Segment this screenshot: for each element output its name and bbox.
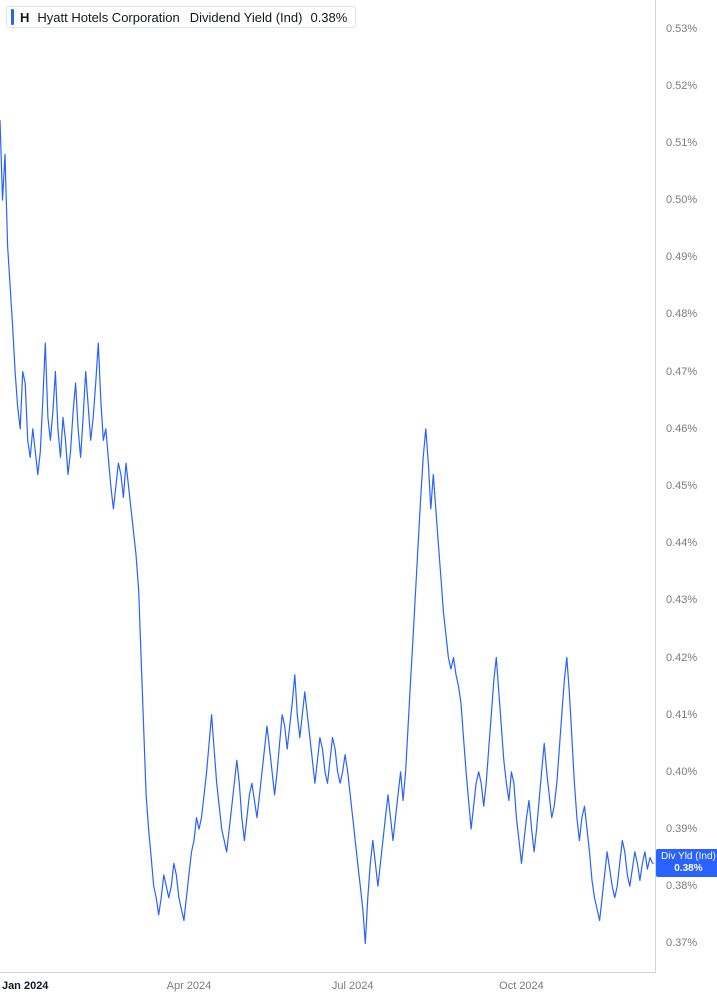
legend-ticker: H	[20, 10, 29, 25]
y-tick-label: 0.42%	[666, 652, 697, 664]
legend-metric: Dividend Yield (Ind)	[190, 10, 303, 25]
chart-svg	[0, 0, 655, 972]
chart-plot-area[interactable]	[0, 0, 656, 973]
x-tick-label: Jan 2024	[2, 980, 48, 992]
y-tick-label: 0.46%	[666, 423, 697, 435]
legend-current-value: 0.38%	[310, 10, 347, 25]
x-tick-label: Apr 2024	[167, 980, 212, 992]
y-tick-label: 0.39%	[666, 823, 697, 835]
y-tick-label: 0.38%	[666, 880, 697, 892]
current-value-tag-value: 0.38%	[661, 863, 716, 875]
y-tick-label: 0.37%	[666, 937, 697, 949]
y-tick-label: 0.49%	[666, 251, 697, 263]
current-value-tag: Div Yld (Ind) 0.38%	[656, 849, 717, 877]
x-axis-labels: Jan 2024 Apr 2024 Jul 2024 Oct 2024	[0, 976, 655, 1004]
y-tick-label: 0.45%	[666, 480, 697, 492]
y-tick-label: 0.47%	[666, 366, 697, 378]
x-tick-label: Jul 2024	[332, 980, 374, 992]
y-tick-label: 0.52%	[666, 80, 697, 92]
chart-legend[interactable]: H Hyatt Hotels Corporation Dividend Yiel…	[6, 6, 356, 28]
y-tick-label: 0.44%	[666, 537, 697, 549]
y-tick-label: 0.41%	[666, 709, 697, 721]
y-axis-labels: 0.37% 0.38% 0.39% 0.40% 0.41% 0.42% 0.43% 0.44%…	[660, 0, 715, 972]
current-value-tag-title: Div Yld (Ind)	[661, 851, 716, 863]
y-tick-label: 0.43%	[666, 594, 697, 606]
y-tick-label: 0.53%	[666, 23, 697, 35]
dividend-yield-line	[0, 120, 653, 943]
y-tick-label: 0.48%	[666, 308, 697, 320]
x-tick-label: Oct 2024	[499, 980, 544, 992]
y-tick-label: 0.40%	[666, 766, 697, 778]
y-tick-label: 0.51%	[666, 137, 697, 149]
legend-company-name: Hyatt Hotels Corporation	[37, 10, 179, 25]
y-tick-label: 0.50%	[666, 194, 697, 206]
legend-color-swatch	[11, 9, 14, 25]
